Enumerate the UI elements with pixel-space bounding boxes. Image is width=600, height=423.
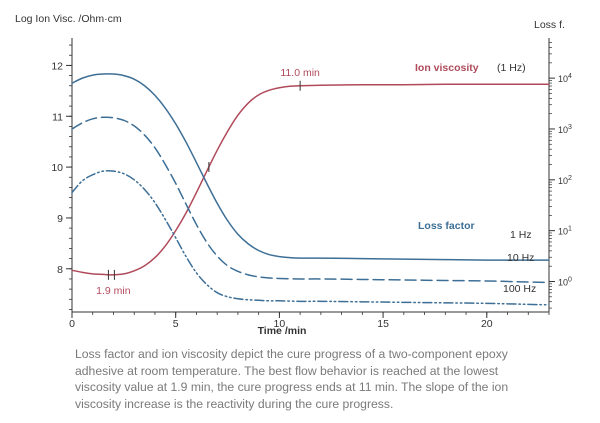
left-axis-title: Log Ion Visc. /Ohm·cm [15, 13, 122, 25]
cure-chart: Log Ion Visc. /Ohm·cm Loss f. 0 5 10 15 20 8 9… [15, 13, 572, 337]
curve-label-100hz: 100 Hz [503, 283, 536, 295]
y-left-tick-label: 9 [57, 213, 63, 225]
annotation-min-time: 1.9 min [96, 285, 131, 297]
curve-label-10hz: 10 Hz [507, 252, 534, 264]
y-right-tick-label: 103 [558, 124, 572, 135]
right-axis-title: Loss f. [534, 19, 565, 31]
series-layer [71, 73, 550, 306]
series-line-1-hz [71, 73, 550, 261]
label-ion-frequency: (1 Hz) [497, 62, 526, 74]
y-right-tick-label: 102 [558, 175, 572, 186]
figure-caption: Loss factor and ion viscosity depict the… [75, 347, 509, 411]
x-tick-label: 20 [481, 318, 493, 330]
series-line-10-hz [71, 116, 550, 284]
y-right-tick-label: 104 [558, 73, 572, 84]
annotation-ion-time: 11.0 min [280, 67, 320, 79]
series-line-ion-viscosity [71, 83, 550, 276]
y-left-tick-label: 10 [51, 162, 63, 174]
x-tick-label: 15 [377, 318, 389, 330]
x-axis-title: Time /min [258, 325, 307, 337]
y-left-tick-label: 11 [52, 111, 63, 123]
x-tick-label: 0 [69, 318, 75, 330]
y-left-tick-label: 8 [57, 264, 63, 276]
y-right-tick-label: 100 [558, 276, 572, 287]
curve-label-1hz: 1 Hz [510, 229, 532, 241]
x-tick-label: 10 [274, 318, 286, 330]
y-right-tick-label: 101 [558, 226, 572, 237]
label-loss-factor: Loss factor [418, 220, 475, 232]
label-ion-viscosity: Ion viscosity [415, 62, 479, 74]
annotation-layer: 11.0 min 1.9 min Ion viscosity (1 Hz) Lo… [96, 62, 536, 297]
x-tick-label: 5 [173, 318, 179, 330]
series-line-100-hz [71, 170, 550, 306]
y-left-tick-label: 12 [51, 60, 63, 72]
